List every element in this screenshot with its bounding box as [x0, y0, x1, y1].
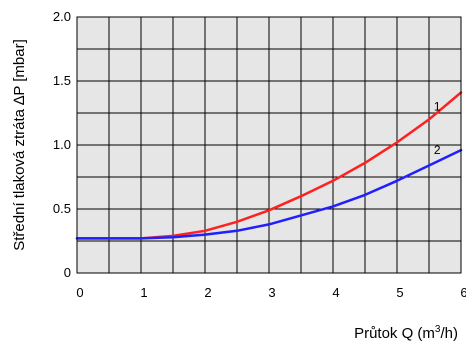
- x-axis-label-sup: 3: [435, 324, 441, 335]
- x-tick-label: 2: [204, 285, 211, 300]
- plot-frame: [76, 16, 462, 274]
- y-tick-label: 0.5: [53, 201, 71, 216]
- x-tick-label: 6: [460, 285, 466, 300]
- series-layer: [75, 91, 463, 240]
- x-tick-label: 3: [268, 285, 275, 300]
- x-tick-labels: 0 1 2 3 4 5 6: [76, 285, 466, 300]
- series-line-2: [75, 148, 463, 240]
- y-tick-label: 2.0: [53, 9, 71, 24]
- x-tick-label: 5: [396, 285, 403, 300]
- x-axis-label-end: /h): [440, 325, 458, 342]
- x-tick-label: 0: [76, 285, 83, 300]
- grid-lines: [77, 17, 461, 273]
- series-label-1: 1: [434, 100, 441, 114]
- x-axis-label: Průtok Q (m3/h): [354, 324, 458, 342]
- series-label-2: 2: [434, 143, 441, 157]
- y-axis-label: Střední tlaková ztráta ∆P [mbar]: [11, 39, 28, 251]
- x-tick-label: 1: [140, 285, 147, 300]
- y-tick-label: 1.0: [53, 137, 71, 152]
- series-labels: 12: [434, 100, 441, 157]
- y-tick-label: 1.5: [53, 73, 71, 88]
- x-tick-label: 4: [332, 285, 339, 300]
- y-tick-label: 0: [64, 265, 71, 280]
- x-axis-label-main: Průtok Q (m: [354, 325, 435, 342]
- y-tick-labels: 0 0.5 1.0 1.5 2.0: [53, 9, 71, 280]
